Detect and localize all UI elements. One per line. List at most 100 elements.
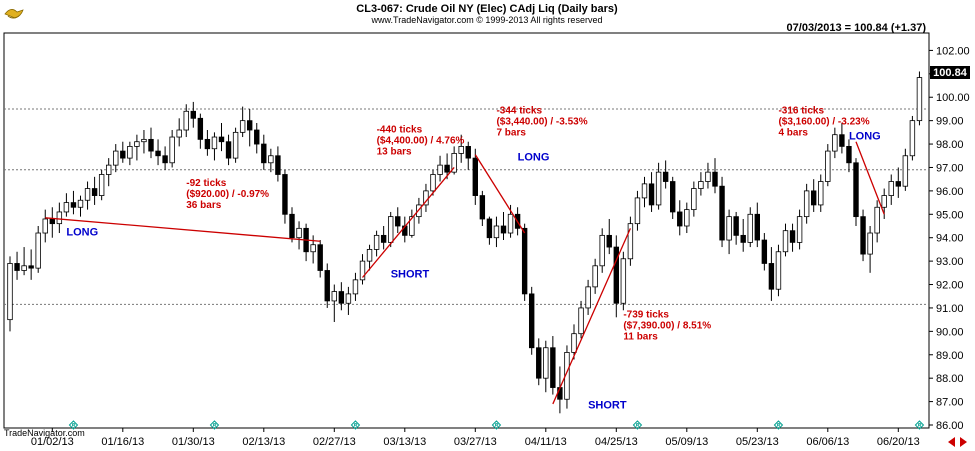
trade-annotation: -739 ticks ($7,390.00) / 8.51% 11 bars: [623, 309, 711, 342]
y-tick-label: 93.00: [936, 256, 964, 268]
candle-body: [444, 164, 450, 173]
rollover-markers: [68, 420, 925, 430]
annotation-line: 11 bars: [623, 331, 658, 342]
rollover-diamond: [773, 420, 784, 430]
candle-body: [197, 117, 204, 140]
y-tick-label: 90.00: [936, 326, 964, 338]
candle-body: [225, 141, 232, 159]
candle-body: [585, 286, 591, 309]
candle-body: [430, 174, 436, 192]
candle-body: [380, 234, 387, 243]
candle-body: [627, 223, 634, 260]
y-tick-label: 102.00: [936, 45, 970, 57]
chart-title: CL3-067: Crude Oil NY (Elec) CAdj Liq (D…: [356, 3, 618, 15]
candle-body: [592, 265, 598, 288]
candle-body: [916, 77, 923, 122]
candle-body: [268, 155, 274, 164]
annotation-line: 7 bars: [496, 128, 526, 139]
candle-body: [275, 155, 281, 175]
trade-line: [45, 217, 321, 242]
candle-body: [246, 120, 253, 131]
candle-body: [684, 209, 690, 227]
rollover-diamond: [350, 420, 361, 430]
annotation-line: -344 ticks: [496, 106, 542, 117]
trade-annotation: -316 ticks ($3,160.00) / -3.23% 4 bars: [778, 106, 869, 139]
rollover-r-glyph: [495, 423, 499, 427]
candle-body: [169, 136, 175, 164]
candle-body: [521, 227, 528, 295]
candle-body: [127, 145, 133, 159]
candle-body: [670, 181, 676, 213]
candle-body: [507, 213, 514, 234]
x-tick-label: 05/09/13: [665, 436, 708, 448]
annotation-line: 36 bars: [186, 200, 221, 211]
trade-annotation: -92 ticks ($920.00) / -0.97% 36 bars: [186, 178, 269, 211]
candle-body: [789, 230, 796, 243]
candle-body: [120, 150, 126, 159]
candle-body: [698, 181, 704, 189]
candle-body: [148, 138, 154, 152]
candle-body: [571, 333, 577, 353]
copyright-text: www.TradeNavigator.com © 1999-2013 All r…: [371, 15, 603, 25]
candle-body: [77, 199, 84, 208]
candle-body: [331, 291, 337, 302]
candle-body: [338, 291, 345, 304]
candle-body: [811, 190, 817, 206]
x-tick-label: 05/23/13: [736, 436, 779, 448]
annotation-line: ($3,440.00) / -3.53%: [496, 117, 587, 128]
x-tick-label: 01/02/13: [31, 436, 74, 448]
candle-body: [613, 246, 619, 304]
candle-body: [451, 153, 457, 173]
rollover-r-glyph: [918, 423, 922, 427]
candle-body: [543, 347, 549, 379]
annotation-line: ($920.00) / -0.97%: [186, 189, 269, 200]
candle-body: [775, 251, 782, 290]
candle-body: [254, 129, 260, 145]
candle-body: [853, 162, 859, 218]
candle-body: [479, 195, 486, 220]
candle-body: [190, 110, 196, 119]
candle-body: [740, 234, 746, 243]
trade-signals: LONG SHORT LONG SHORT LONG: [66, 130, 880, 411]
candle-body: [761, 239, 768, 264]
candle-body: [56, 211, 63, 225]
candle-body: [881, 195, 887, 208]
x-tick-label: 04/11/13: [525, 436, 567, 448]
candle-body: [493, 225, 500, 239]
candle-body: [726, 216, 732, 241]
candle-body: [782, 230, 789, 253]
candle-body: [310, 244, 316, 253]
rollover-diamond: [68, 420, 79, 430]
x-tick-label: 04/25/13: [595, 436, 638, 448]
y-tick-label: 98.00: [936, 139, 964, 151]
y-tick-label: 89.00: [936, 350, 964, 362]
annotation-line: -739 ticks: [623, 309, 669, 320]
rollover-r-icon: [773, 420, 784, 430]
candle-body: [733, 216, 739, 236]
candle-body: [599, 234, 605, 267]
candle-body: [134, 141, 140, 147]
candle-body: [387, 216, 394, 243]
logo-icon[interactable]: [4, 9, 24, 19]
candle-body: [63, 202, 70, 213]
y-tick-label: 100.00: [936, 92, 970, 104]
rollover-r-icon: [209, 420, 220, 430]
candle-body: [91, 188, 98, 196]
x-tick-label: 06/06/13: [806, 436, 849, 448]
scroll-arrows-icon[interactable]: [948, 437, 967, 447]
trade-line: [552, 228, 631, 405]
x-tick-label: 02/13/13: [242, 436, 285, 448]
trade-annotation: -344 ticks ($3,440.00) / -3.53% 7 bars: [496, 106, 587, 139]
candle-body: [409, 216, 415, 236]
trade-annotation: -440 ticks ($4,400.00) / 4.76% 13 bars: [377, 124, 465, 157]
signal-label: SHORT: [391, 269, 430, 281]
candle-body: [155, 150, 161, 157]
candle-body: [211, 136, 218, 150]
candle-body: [289, 213, 295, 239]
candle-body: [705, 171, 711, 182]
signal-label: LONG: [849, 130, 881, 142]
rollover-r-icon: [491, 420, 502, 430]
y-axis-ticks: 86.00 87.00 88.00 89.00 90.00 91.00 92.00 93.00…: [929, 45, 970, 432]
annotation-line: ($3,160.00) / -3.23%: [778, 117, 869, 128]
candle-body: [162, 155, 168, 164]
